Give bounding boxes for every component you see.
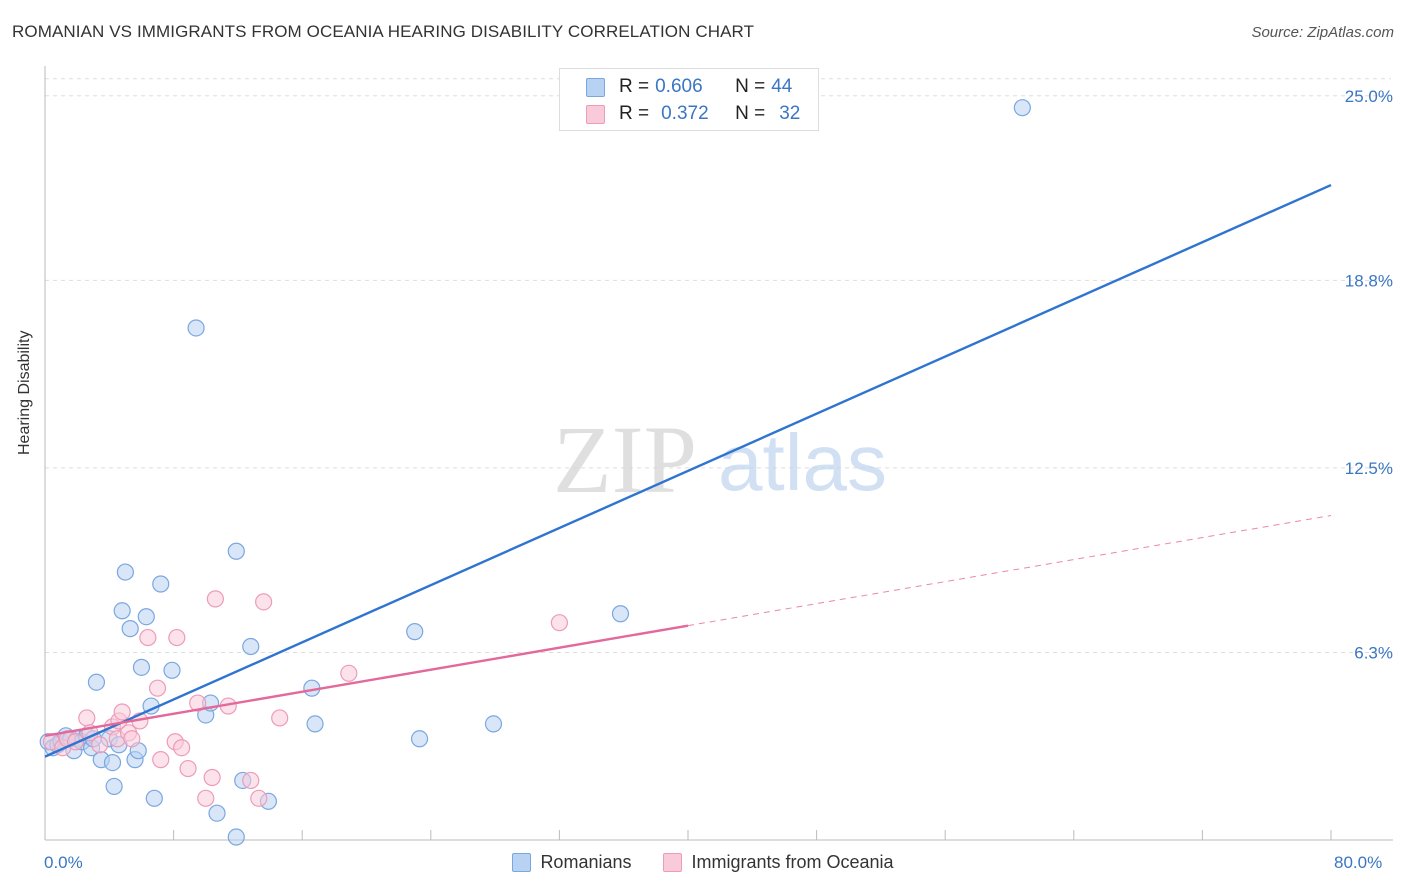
point-romanians [406,623,424,641]
trend-line-oceania-extrapolated [687,515,1332,627]
point-romanians [87,673,106,691]
legend-swatch-pink [586,104,605,124]
point-romanians [410,730,429,748]
point-oceania [340,664,358,682]
point-oceania [255,593,273,611]
legend-n-label: N = [735,76,766,97]
point-romanians [163,661,181,679]
point-oceania [113,703,131,721]
point-oceania [168,628,186,647]
point-romanians [116,563,134,581]
point-oceania [78,709,96,727]
point-oceania [271,709,289,727]
y-tick-labels: 6.3% 12.5% 18.8% 25.0% [1345,87,1393,663]
point-romanians [105,777,123,796]
legend-row-oceania: R = 0.372 N = 32 [586,103,800,125]
y-tick-label: 6.3% [1354,643,1393,662]
legend-swatch-blue [586,77,605,97]
x-tick-label-min: 0.0% [44,853,83,872]
y-tick-label: 18.8% [1345,271,1393,290]
point-oceania [206,590,224,608]
correlation-legend: R = 0.606 N = 44 R = 0.372 N = 32 [559,68,819,131]
point-romanians [227,828,245,846]
series-legend-romanians[interactable]: Romanians [512,852,631,873]
series-legend-label: Immigrants from Oceania [691,852,894,872]
point-romanians [208,804,226,822]
point-oceania [173,739,191,757]
point-oceania [242,771,260,790]
legend-n-label: N = [735,103,766,124]
y-tick-label: 25.0% [1345,87,1393,106]
trend-lines [44,183,1332,758]
point-romanians [121,620,139,638]
point-romanians [611,605,630,623]
legend-n-value: 44 [771,76,793,97]
source-label: Source: ZipAtlas.com [1251,24,1394,41]
point-oceania [203,768,221,787]
legend-swatch-pink [663,853,683,872]
point-oceania [550,614,569,632]
y-axis-label: Hearing Disability [16,330,33,456]
point-romanians [113,602,131,620]
y-tick-label: 12.5% [1345,459,1393,478]
legend-r-value: 0.606 [655,76,703,97]
point-romanians [227,542,245,560]
gridlines [45,78,1391,653]
point-romanians [137,608,155,626]
legend-n-value: 32 [779,103,801,124]
point-romanians [306,715,324,733]
point-romanians [242,637,260,656]
point-romanians [1013,99,1031,117]
point-oceania [152,751,170,769]
point-oceania [123,730,141,748]
point-oceania [250,789,268,807]
series-legend-oceania[interactable]: Immigrants from Oceania [663,852,894,873]
legend-row-romanians: R = 0.606 N = 44 [586,76,792,98]
series-legend-label: Romanians [540,852,632,872]
trend-line-oceania [44,624,689,737]
trend-line-romanians [44,183,1332,758]
point-romanians [132,658,151,676]
point-romanians [103,753,122,772]
scatter-points [39,99,1031,846]
point-oceania [139,628,157,647]
point-romanians [152,575,170,593]
legend-swatch-blue [512,853,532,872]
point-romanians [187,319,205,337]
legend-r-value: 0.372 [661,103,709,124]
point-romanians [484,715,503,733]
point-oceania [189,694,207,712]
legend-r-label: R = [619,76,650,97]
legend-r-label: R = [619,103,650,124]
point-romanians [145,789,163,807]
point-oceania [91,736,109,754]
watermark-atlas: atlas [718,418,887,507]
point-oceania [148,679,167,697]
watermark-zip: ZIP [553,406,697,513]
axes [44,66,1393,841]
x-tick-label-max: 80.0% [1334,853,1383,872]
chart-title: ROMANIAN VS IMMIGRANTS FROM OCEANIA HEAR… [12,22,755,41]
series-legend: Romanians Immigrants from Oceania [0,852,1406,873]
point-oceania [179,759,197,778]
point-oceania [197,789,215,807]
